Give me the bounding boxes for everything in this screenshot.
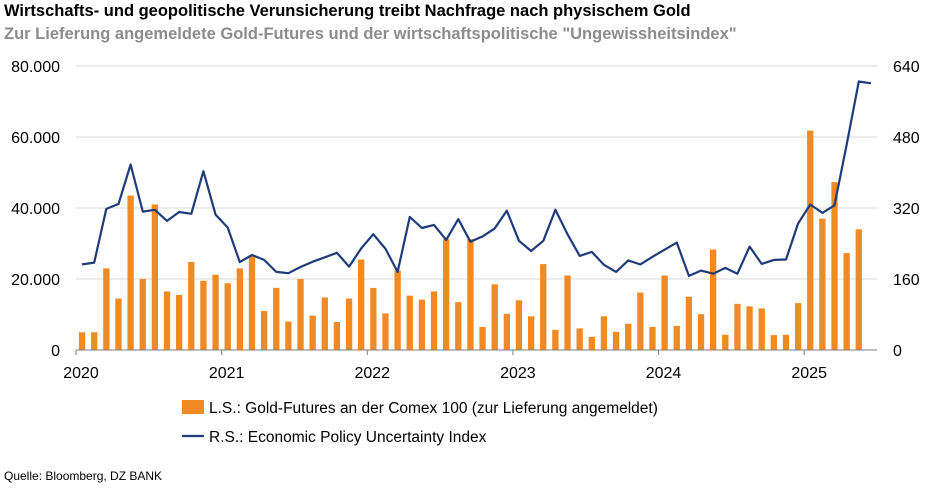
bar-2 [103,268,110,350]
left-tick-label: 40.000 [11,201,60,218]
left-tick-label: 0 [51,343,60,360]
bar-9 [188,261,195,350]
right-tick-label: 160 [893,272,920,289]
gridlines [76,65,877,280]
bar-1 [91,332,98,350]
source-note: Quelle: Bloomberg, DZ BANK [4,469,163,483]
bar-series-gold-futures [78,130,862,350]
bar-27 [406,295,413,350]
bar-31 [455,302,462,350]
bar-47 [649,326,656,350]
bar-3 [115,298,122,350]
bar-35 [503,313,510,350]
bar-53 [722,334,729,350]
x-axis-tick-labels: 2020 2021 2022 2023 2024 2025 [63,365,827,382]
bar-13 [236,268,243,350]
bar-43 [600,316,608,350]
bar-37 [527,316,535,350]
bar-34 [491,284,498,350]
bar-57 [770,335,777,350]
bar-36 [515,300,523,350]
line-series-epu-index [81,80,872,277]
bar-48 [661,275,668,350]
bar-61 [819,218,826,350]
bar-24 [370,287,377,350]
left-tick-label: 60.000 [11,130,60,147]
bar-18 [297,279,304,350]
bar-23 [358,259,365,350]
bar-56 [758,308,765,350]
right-axis-tick-labels: 0 160 320 480 640 [893,59,920,360]
legend-swatch-bars [182,400,204,414]
bar-64 [855,229,862,350]
bar-62 [831,182,838,350]
bar-45 [625,323,632,350]
bar-32 [467,239,474,350]
chart-title: Wirtschafts- und geopolitische Verunsich… [4,2,691,20]
bar-4 [127,195,134,350]
bar-12 [224,283,231,350]
bar-40 [564,275,571,350]
bar-38 [540,264,547,350]
legend: L.S.: Gold-Futures an der Comex 100 (zur… [182,400,658,446]
bar-55 [746,306,753,350]
bar-15 [260,310,268,350]
chart-subtitle: Zur Lieferung angemeldete Gold-Futures u… [4,25,737,43]
x-tick-label: 2021 [209,365,245,382]
bar-16 [273,287,280,350]
x-tick-label: 2023 [500,365,536,382]
bar-19 [309,315,316,350]
bar-6 [151,204,159,350]
bar-14 [248,255,256,350]
x-tick-label: 2025 [791,365,827,382]
bar-0 [78,332,86,350]
x-tick-label: 2022 [354,365,390,382]
bar-7 [163,291,171,350]
bar-51 [697,314,705,350]
bar-8 [176,294,183,350]
right-tick-label: 320 [893,201,920,218]
bar-11 [212,274,219,350]
legend-label-line: R.S.: Economic Policy Uncertainty Index [209,429,487,446]
bar-58 [782,334,790,350]
bar-30 [443,239,450,350]
bar-20 [321,297,328,350]
bar-52 [710,249,717,350]
bar-63 [843,253,850,350]
right-tick-label: 640 [893,59,920,76]
bar-25 [382,313,389,350]
legend-label-bars: L.S.: Gold-Futures an der Comex 100 (zur… [209,400,658,417]
epu-line [81,80,872,277]
bar-10 [200,280,207,350]
bar-29 [430,291,438,350]
bar-49 [673,325,680,350]
bar-33 [479,326,486,350]
bar-60 [807,130,814,350]
bar-42 [588,336,595,350]
bar-5 [139,279,146,350]
bar-22 [345,298,353,350]
bar-39 [552,329,559,350]
bar-50 [685,296,693,350]
bar-59 [794,303,802,350]
bar-26 [394,270,401,350]
bar-44 [612,331,620,350]
axes [75,349,877,355]
right-tick-label: 0 [893,343,902,360]
bar-41 [576,328,583,350]
left-tick-label: 20.000 [11,272,60,289]
left-tick-label: 80.000 [11,59,60,76]
bar-28 [418,299,426,350]
bar-54 [734,303,741,350]
x-tick-label: 2020 [63,365,99,382]
x-tick-label: 2024 [646,365,682,382]
bar-46 [637,292,644,350]
left-axis-tick-labels: 0 20.000 40.000 60.000 80.000 [11,59,60,360]
bar-17 [285,321,292,350]
right-tick-label: 480 [893,130,920,147]
bar-21 [333,321,341,350]
